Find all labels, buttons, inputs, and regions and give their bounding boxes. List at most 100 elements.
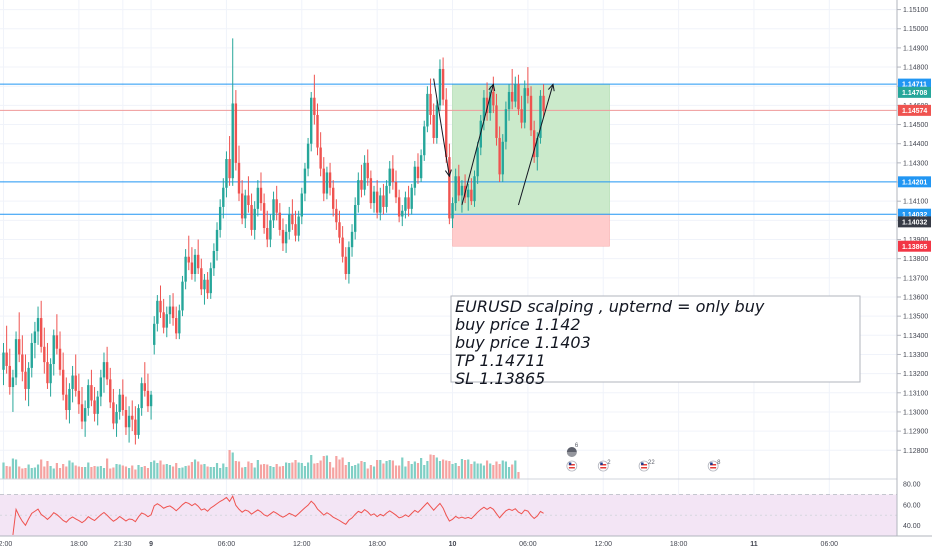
- volume-bar: [203, 464, 206, 479]
- candle: [375, 180, 379, 219]
- volume-bar: [244, 467, 247, 479]
- volume-bar: [99, 466, 102, 479]
- candle-body: [404, 197, 407, 211]
- candle-body: [105, 362, 109, 380]
- volume-bar: [313, 463, 316, 479]
- volume-bar: [285, 462, 288, 479]
- price-label-text: 1.14574: [902, 108, 927, 115]
- volume-bar: [388, 460, 391, 479]
- annotation-line-4: TP 1.14711: [455, 351, 546, 370]
- price-label-badge[interactable]: [898, 208, 931, 220]
- price-label-text: 1.13865: [902, 244, 927, 251]
- candle: [168, 295, 172, 324]
- volume-bar: [391, 460, 394, 479]
- candle-body: [385, 185, 388, 207]
- time-axis[interactable]: 12:00 18:00 21:30 9 06:00 12:00 18:00 10 06:00 12…: [0, 535, 932, 548]
- candle-body: [379, 195, 382, 213]
- price-label-badge[interactable]: [898, 240, 931, 252]
- volume-bar: [316, 463, 319, 479]
- price-tick-label: 1.15000: [903, 26, 928, 33]
- candle: [68, 383, 71, 424]
- candle-body: [454, 176, 457, 204]
- candle: [14, 331, 18, 386]
- candle: [33, 321, 37, 359]
- trend-arrows[interactable]: [433, 78, 555, 206]
- candle: [65, 377, 68, 420]
- volume-bar: [90, 467, 93, 479]
- candle-body: [250, 205, 253, 230]
- volume-bar: [200, 464, 203, 479]
- price-label-badge[interactable]: [898, 216, 931, 228]
- candle-body: [288, 214, 291, 232]
- volume-bar: [241, 467, 244, 479]
- volume-bar: [102, 468, 106, 479]
- candle: [156, 295, 159, 332]
- volume-bar: [134, 469, 137, 479]
- economic-events[interactable]: 62 22 8: [566, 443, 721, 472]
- volume-bar: [281, 466, 285, 479]
- candle: [256, 180, 260, 217]
- candle-body: [14, 339, 18, 378]
- candle-body: [410, 187, 413, 209]
- flag-canton: [641, 462, 644, 465]
- economic-event-flag-icon[interactable]: 6: [566, 443, 579, 472]
- candle: [112, 388, 115, 430]
- time-tick-label: 18:00: [70, 541, 88, 548]
- candle: [140, 377, 143, 416]
- candle: [52, 329, 55, 376]
- arrow-down-to-entry[interactable]: [433, 78, 452, 178]
- economic-event-flag-icon[interactable]: 8: [707, 460, 721, 472]
- price-label-badge[interactable]: [898, 176, 931, 188]
- candle: [454, 168, 457, 211]
- volume-bar: [225, 467, 228, 479]
- candle: [49, 358, 52, 397]
- candle-body: [423, 126, 426, 156]
- candle: [482, 90, 486, 131]
- volume-bar: [27, 464, 30, 479]
- annotation-box[interactable]: EURUSD scalping , upternd = only buy buy…: [450, 295, 861, 388]
- candle: [262, 193, 266, 234]
- arrow-up-to-target-1[interactable]: [461, 83, 496, 206]
- time-tick-label: 18:00: [368, 541, 386, 548]
- candle: [193, 249, 197, 282]
- arrow-up-to-target-2[interactable]: [517, 83, 555, 206]
- candle: [18, 312, 21, 363]
- candle-body: [175, 318, 178, 334]
- candle-body: [162, 312, 165, 328]
- candle: [353, 197, 357, 240]
- price-label-badge[interactable]: [898, 78, 931, 90]
- candle-body: [253, 208, 256, 230]
- volume-bar: [495, 461, 498, 479]
- volume-bar: [485, 460, 489, 479]
- economic-event-flag-icon[interactable]: 2: [597, 460, 611, 472]
- candle: [190, 247, 194, 280]
- candle: [542, 84, 545, 117]
- candle: [115, 404, 118, 437]
- candle-body: [372, 191, 376, 204]
- volume-bar: [338, 459, 341, 479]
- price-tick-label: 1.13000: [903, 409, 928, 416]
- economic-event-flag-icon[interactable]: 22: [638, 460, 655, 472]
- candle: [203, 273, 206, 305]
- candle-body: [137, 408, 140, 435]
- price-axis[interactable]: 1.151001.150001.149001.148001.147001.146…: [896, 0, 932, 550]
- volume-bar: [410, 464, 413, 479]
- volume-bar: [46, 461, 49, 479]
- price-label-badge[interactable]: [898, 104, 931, 116]
- candle-body: [517, 84, 520, 110]
- candle: [460, 180, 464, 213]
- flag-stripe: [641, 467, 648, 469]
- volume-bar: [347, 462, 350, 479]
- candle-body: [328, 172, 332, 188]
- candle-body: [159, 300, 162, 313]
- stop-loss-zone[interactable]: [452, 213, 610, 247]
- candle: [498, 126, 501, 183]
- candle-body: [316, 114, 319, 148]
- candle-body: [419, 155, 423, 179]
- candle: [159, 285, 162, 319]
- volume-bar: [206, 466, 209, 479]
- volume-bar: [457, 466, 460, 479]
- price-label-badge[interactable]: [898, 86, 931, 98]
